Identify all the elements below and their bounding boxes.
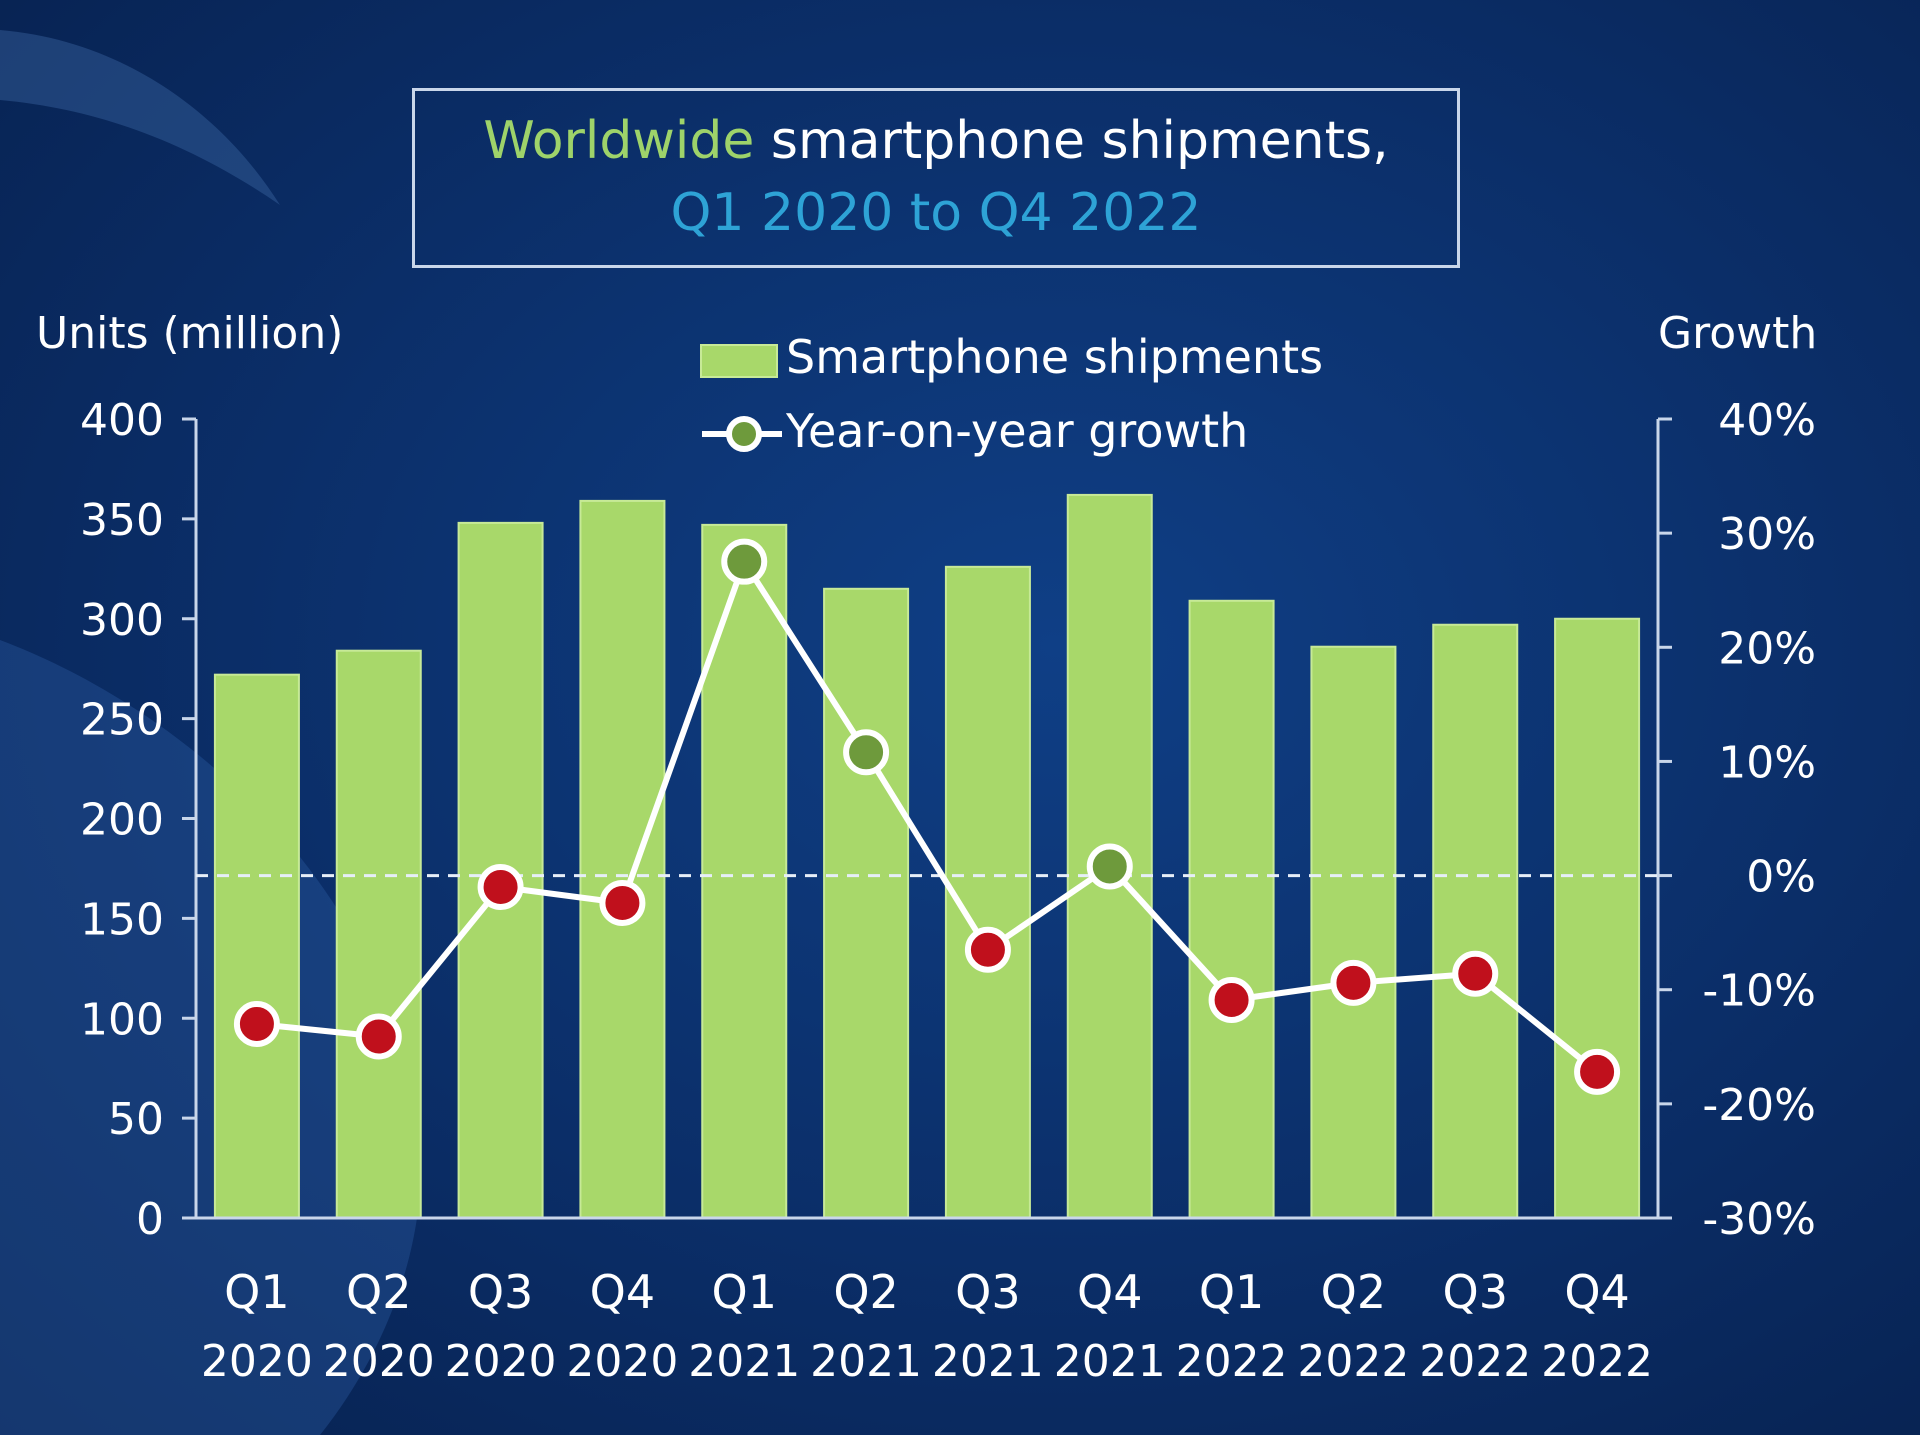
x-tick-quarter: Q4	[1077, 1265, 1142, 1319]
growth-point	[843, 729, 890, 776]
bar	[1432, 623, 1519, 1219]
x-tick-year: 2020	[201, 1336, 313, 1387]
x-tick-quarter: Q2	[1321, 1265, 1386, 1319]
legend-line-label: Year-on-year growth	[786, 404, 1249, 458]
chart-subtitle: Q1 2020 to Q4 2022	[670, 183, 1202, 243]
x-tick-year: 2021	[1054, 1336, 1166, 1387]
bar	[579, 499, 666, 1219]
left-axis-title: Units (million)	[36, 308, 344, 359]
x-tick-quarter: Q1	[712, 1265, 777, 1319]
x-tick-quarter: Q4	[590, 1265, 655, 1319]
right-tick-label: -10%	[1702, 966, 1816, 1017]
x-tick-year: 2020	[323, 1336, 435, 1387]
x-tick-year: 2021	[810, 1336, 922, 1387]
x-tick-year: 2022	[1419, 1336, 1531, 1387]
left-tick-label: 300	[80, 595, 164, 646]
x-tick-quarter: Q2	[346, 1265, 411, 1319]
legend-line-swatch	[702, 416, 782, 452]
left-tick-label: 250	[80, 695, 164, 746]
left-tick-label: 0	[136, 1194, 164, 1245]
growth-point	[477, 863, 524, 910]
bar	[213, 673, 300, 1219]
title-rest: smartphone shipments,	[754, 111, 1389, 171]
right-tick-label: 30%	[1718, 509, 1816, 560]
left-tick-label: 200	[80, 795, 164, 846]
x-tick-year: 2021	[688, 1336, 800, 1387]
growth-point	[233, 1000, 280, 1047]
x-tick-year: 2020	[566, 1336, 678, 1387]
legend-line-marker	[726, 416, 762, 452]
x-tick-quarter: Q3	[955, 1265, 1020, 1319]
right-tick-label: 20%	[1718, 623, 1816, 674]
x-tick-quarter: Q2	[833, 1265, 898, 1319]
legend-bar-swatch	[700, 344, 778, 378]
decorative-swoosh-bottom	[0, 640, 422, 1435]
growth-point	[355, 1013, 402, 1060]
bar	[944, 565, 1031, 1219]
bar	[1310, 645, 1397, 1219]
plot-area: 0 50 100 150 200 250 300 350 400 -30% -20% -10% 0% 10…	[80, 395, 1816, 1387]
x-tick-quarter: Q3	[1443, 1265, 1508, 1319]
bar	[1554, 617, 1641, 1219]
right-tick-label: 10%	[1718, 737, 1816, 788]
bar	[701, 523, 788, 1219]
left-tick-label: 400	[80, 395, 164, 446]
right-tick-label: 0%	[1746, 852, 1816, 903]
x-tick-quarter: Q4	[1564, 1265, 1629, 1319]
title-box: Worldwide smartphone shipments, Q1 2020 …	[412, 88, 1460, 268]
title-highlight: Worldwide	[483, 111, 755, 171]
decorative-swoosh-top	[0, 30, 280, 205]
left-tick-label: 150	[80, 894, 164, 945]
growth-point	[964, 926, 1011, 973]
x-tick-year: 2022	[1176, 1336, 1288, 1387]
x-tick-year: 2022	[1541, 1336, 1653, 1387]
growth-point	[1574, 1048, 1621, 1095]
bar	[823, 587, 910, 1219]
growth-point	[1208, 976, 1255, 1023]
growth-point	[721, 538, 768, 585]
growth-point	[1452, 950, 1499, 997]
right-tick-label: -20%	[1702, 1080, 1816, 1131]
x-tick-quarter: Q1	[1199, 1265, 1264, 1319]
left-tick-label: 350	[80, 495, 164, 546]
right-axis-title: Growth	[1658, 308, 1818, 359]
growth-point	[1330, 959, 1377, 1006]
chart-title: Worldwide smartphone shipments,	[415, 111, 1457, 171]
legend-bar-label: Smartphone shipments	[786, 330, 1324, 384]
x-tick-year: 2021	[932, 1336, 1044, 1387]
right-tick-label: 40%	[1718, 395, 1816, 446]
x-tick-quarter: Q3	[468, 1265, 533, 1319]
bar	[1188, 599, 1275, 1219]
x-tick-quarter: Q1	[224, 1265, 289, 1319]
right-tick-label: -30%	[1702, 1194, 1816, 1245]
bar	[335, 649, 422, 1219]
growth-point	[1086, 843, 1133, 890]
left-tick-label: 50	[108, 1094, 164, 1145]
left-tick-label: 100	[80, 994, 164, 1045]
x-tick-year: 2020	[445, 1336, 557, 1387]
growth-point	[599, 879, 646, 926]
x-tick-year: 2022	[1297, 1336, 1409, 1387]
